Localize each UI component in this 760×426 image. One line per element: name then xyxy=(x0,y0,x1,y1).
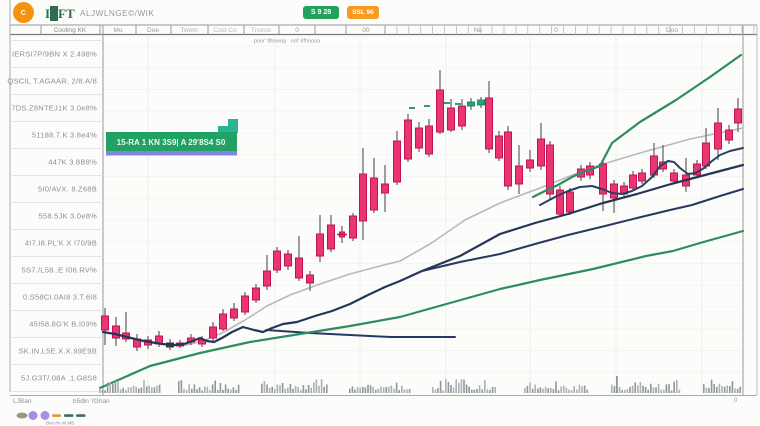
svg-text:SK.IN.L5E.X.X.99E9B: SK.IN.L5E.X.X.99E9B xyxy=(18,347,97,356)
svg-text:558.5JK 3.0e8%: 558.5JK 3.0e8% xyxy=(38,212,97,221)
svg-text:LJBan: LJBan xyxy=(13,398,32,405)
svg-text:51188.7.K 3.8e4%: 51188.7.K 3.8e4% xyxy=(32,131,97,140)
svg-text:Mo: Mo xyxy=(113,27,122,34)
svg-text:Bnn /m ml MB: Bnn /m ml MB xyxy=(46,421,74,426)
svg-text:5J.G3T/.08A .1.G8S8: 5J.G3T/.08A .1.G8S8 xyxy=(21,374,97,383)
svg-text:QSCIL T.AGAAR. 2/8.A/8: QSCIL T.AGAAR. 2/8.A/8 xyxy=(7,77,97,86)
svg-text:Tnorus: Tnorus xyxy=(251,27,272,34)
svg-text:Twom: Twom xyxy=(180,27,197,34)
svg-text:Doo: Doo xyxy=(666,27,678,34)
svg-text:7DS.Z8NTEJ1K 3.0e8%: 7DS.Z8NTEJ1K 3.0e8% xyxy=(11,104,97,113)
svg-text:0: 0 xyxy=(554,27,558,34)
svg-text:Cost Co: Cost Co xyxy=(213,27,237,34)
svg-text:5S7./L58..E I06.RV%: 5S7./L58..E I06.RV% xyxy=(22,266,97,275)
svg-text:0: 0 xyxy=(295,27,299,34)
svg-text:IERSI7P/9BN X 2.498%: IERSI7P/9BN X 2.498% xyxy=(12,50,97,59)
svg-text:Cooling KK: Cooling KK xyxy=(54,27,87,34)
svg-text:No: No xyxy=(474,27,483,34)
svg-text:5I0/AVX. 8.Z68B: 5I0/AVX. 8.Z68B xyxy=(38,185,97,194)
svg-text:0.S58CI.0AI8 3.T.6I8: 0.S58CI.0AI8 3.T.6I8 xyxy=(23,293,97,302)
svg-text:45I58.8G'K B.I09%: 45I58.8G'K B.I09% xyxy=(29,320,97,329)
svg-text:0: 0 xyxy=(734,398,738,404)
svg-text:00: 00 xyxy=(362,27,370,34)
svg-text:447K 3.8B8%: 447K 3.8B8% xyxy=(48,158,97,167)
svg-text:15-RA 1 KN 3S9| A 29'8S4 S0: 15-RA 1 KN 3S9| A 29'8S4 S0 xyxy=(117,138,226,147)
svg-text:4I7.I8.PL'K X I70/9B: 4I7.I8.PL'K X I70/9B xyxy=(25,239,97,248)
svg-text:Doe: Doe xyxy=(147,27,159,34)
svg-text:b5dln '/Ghan: b5dln '/Ghan xyxy=(73,398,110,405)
svg-text:poor' filtewog nof Xfhoooa: poor' filtewog nof Xfhoooa xyxy=(254,39,321,45)
